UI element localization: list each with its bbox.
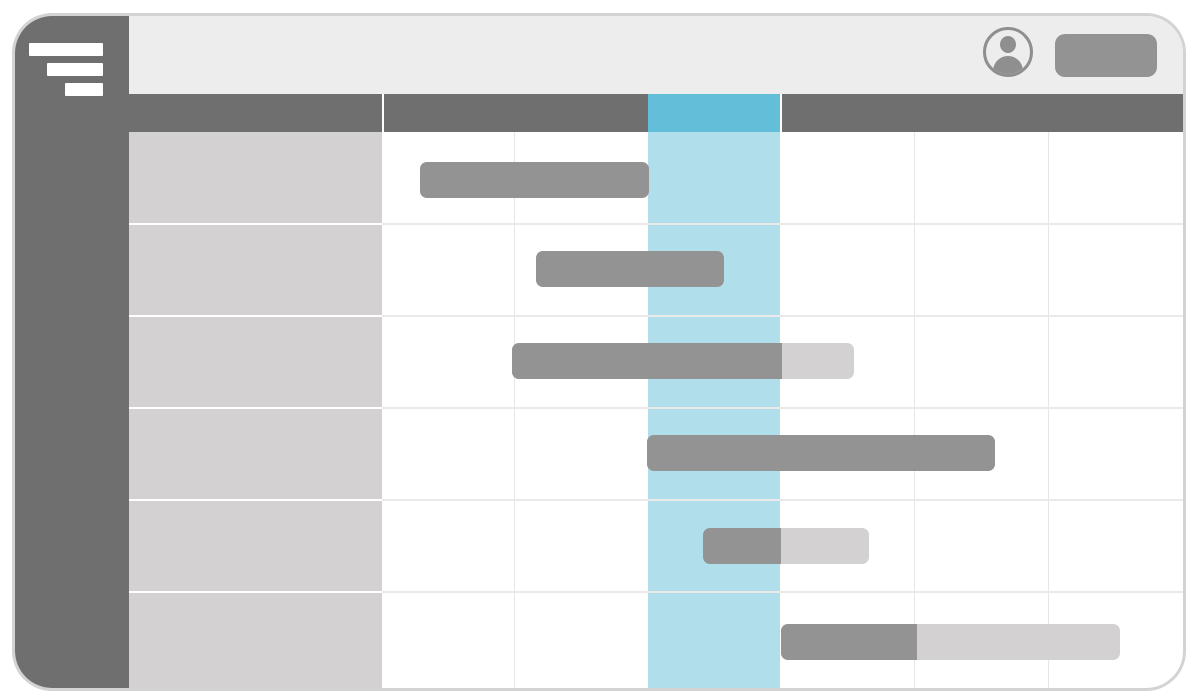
timeline-column-header-3[interactable] xyxy=(782,94,1183,132)
timeline-column-header-today[interactable] xyxy=(648,94,780,132)
grid-line-horizontal xyxy=(382,591,1183,593)
grid-line-horizontal xyxy=(382,499,1183,501)
stacked-bars-logo-icon[interactable] xyxy=(29,43,107,98)
avatar-head xyxy=(1000,36,1016,53)
grid-line-vertical xyxy=(914,132,915,688)
task-bar-progress xyxy=(512,343,783,379)
grid-line-horizontal xyxy=(382,223,1183,225)
avatar-body xyxy=(993,56,1023,74)
grid-line-vertical xyxy=(1048,132,1049,688)
task-bar[interactable] xyxy=(536,251,724,287)
grid-line-horizontal xyxy=(382,315,1183,317)
task-bar-progress xyxy=(536,251,724,287)
timeline-column-header-1[interactable] xyxy=(384,94,648,132)
task-bar[interactable] xyxy=(647,435,995,471)
row-separator xyxy=(129,591,382,593)
task-row-label[interactable] xyxy=(129,592,382,688)
grid-line-horizontal xyxy=(382,407,1183,409)
user-avatar-icon[interactable] xyxy=(983,27,1033,77)
task-column-header xyxy=(129,94,382,132)
today-column-highlight xyxy=(648,132,780,688)
logo-bar-middle xyxy=(47,63,103,76)
logo-bar-top xyxy=(29,43,103,56)
task-bar-progress xyxy=(647,435,995,471)
task-bar-progress xyxy=(420,162,649,198)
header-action-button[interactable] xyxy=(1055,34,1157,77)
task-row-label[interactable] xyxy=(129,408,382,500)
sidebar xyxy=(15,16,129,688)
row-separator xyxy=(129,315,382,317)
task-bar[interactable] xyxy=(512,343,854,379)
row-separator xyxy=(129,407,382,409)
task-bar[interactable] xyxy=(781,624,1120,660)
app-window xyxy=(12,13,1186,691)
task-row-label[interactable] xyxy=(129,132,382,224)
task-row-label[interactable] xyxy=(129,224,382,316)
task-bar-progress xyxy=(781,624,917,660)
row-separator xyxy=(129,499,382,501)
task-row-label[interactable] xyxy=(129,316,382,408)
task-row-label[interactable] xyxy=(129,500,382,592)
task-bar-progress xyxy=(703,528,782,564)
logo-bar-bottom xyxy=(65,83,103,96)
grid-line-vertical xyxy=(514,132,515,688)
row-separator xyxy=(129,223,382,225)
task-bar[interactable] xyxy=(703,528,869,564)
task-bar[interactable] xyxy=(420,162,649,198)
